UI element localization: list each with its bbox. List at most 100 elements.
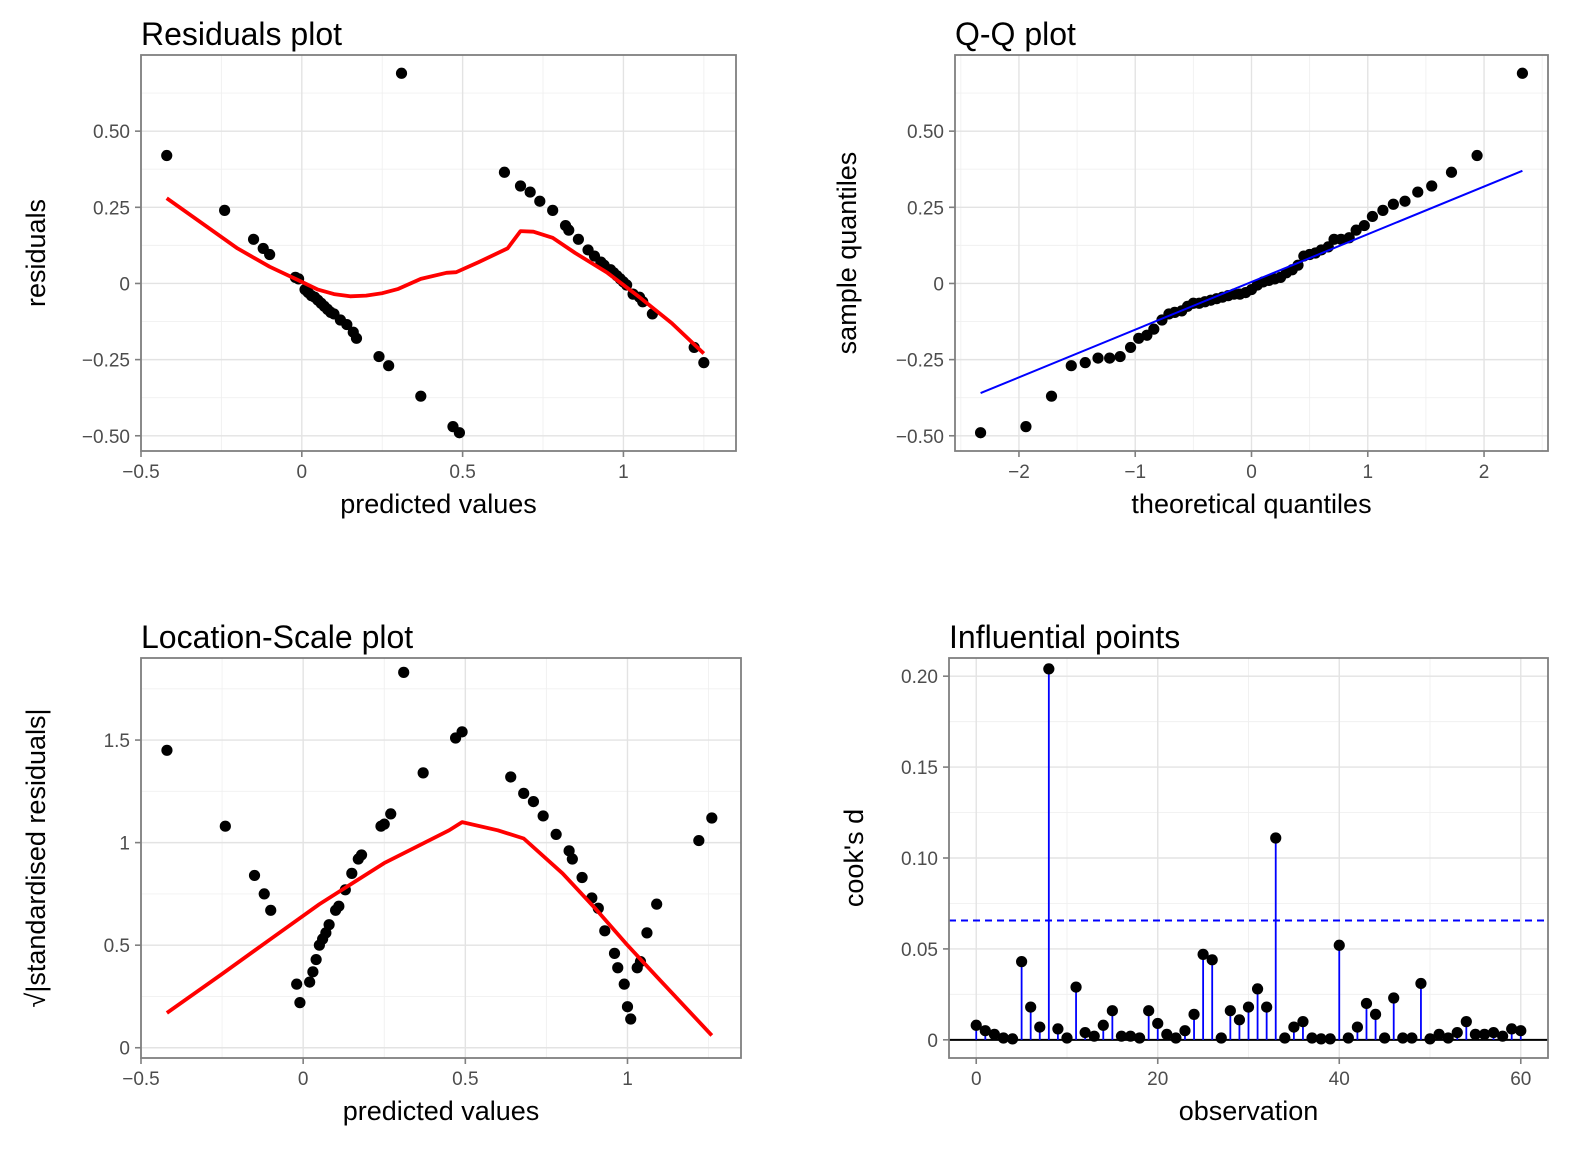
influence-point: [1497, 1030, 1509, 1042]
residuals-plot-background: [141, 55, 736, 451]
qq-point: [1045, 390, 1058, 402]
influence-point: [1460, 1016, 1472, 1028]
influence-point: [1469, 1028, 1481, 1040]
qq-point: [1366, 210, 1379, 223]
residuals-point: [524, 186, 536, 198]
influence-point: [1179, 1025, 1191, 1037]
influence-point: [1315, 1033, 1327, 1045]
influence-x-tick-label: 0: [971, 1069, 982, 1090]
influence-y-tick-label: 0.10: [901, 849, 938, 870]
influence-point: [1224, 1005, 1236, 1017]
residuals-y-axis-title: residuals: [21, 199, 51, 307]
location-scale-x-axis-title: predicted values: [343, 1096, 540, 1126]
influence-point: [1070, 981, 1082, 993]
location-scale-y-tick-label: 0: [119, 1039, 130, 1060]
residuals-point: [341, 318, 353, 331]
location-scale-point: [248, 869, 261, 882]
influence-point: [1397, 1032, 1409, 1044]
location-scale-point: [304, 976, 316, 988]
qq-point: [1124, 341, 1137, 354]
residuals-point: [350, 332, 363, 344]
residuals-plot-title: Residuals plot: [141, 16, 342, 52]
location-scale-point: [265, 904, 277, 916]
residuals-y-tick-label: −0.25: [82, 351, 130, 372]
location-scale-point: [398, 666, 410, 678]
influence-point: [988, 1028, 1000, 1040]
qq-reference-line: [980, 169, 1523, 395]
qq-y-tick-label: 0.25: [907, 198, 944, 219]
location-scale-point: [258, 888, 270, 900]
influence-point: [1306, 1032, 1318, 1044]
influence-y-axis-title: cook's d: [839, 809, 869, 907]
residuals-point: [514, 180, 527, 192]
qq-point: [1426, 180, 1438, 192]
influence-point: [1342, 1032, 1354, 1044]
influence-point: [1506, 1023, 1518, 1035]
location-scale-point: [310, 953, 322, 966]
qq-plot-area: [974, 67, 1529, 439]
qq-point: [1148, 323, 1160, 335]
qq-y-axis-title: sample quantiles: [832, 152, 862, 355]
location-scale-point: [608, 947, 621, 959]
influence-x-tick-label: 20: [1147, 1069, 1168, 1090]
influence-point: [1106, 1005, 1118, 1017]
residuals-y-tick-label: 0: [119, 274, 130, 295]
residuals-point: [453, 427, 466, 439]
influence-point: [1451, 1026, 1463, 1039]
location-scale-point: [294, 997, 306, 1009]
qq-x-axis-title: theoretical quantiles: [1131, 489, 1371, 519]
qq-x-tick-label: 0: [1246, 462, 1257, 483]
influence-point: [1261, 1001, 1273, 1013]
qq-y-tick-label: −0.25: [896, 351, 944, 372]
qq-point: [1104, 352, 1116, 364]
residuals-plot-panel: Residuals plot −0.5 0 0.5 1−0.50−0.2500.250…: [21, 16, 737, 519]
qq-point: [1445, 166, 1458, 178]
influence-point: [1515, 1025, 1527, 1037]
qq-point: [1358, 219, 1370, 232]
location-scale-point: [378, 818, 390, 830]
residuals-panel-border: [140, 54, 737, 452]
qq-plot-title: Q-Q plot: [955, 16, 1076, 52]
influence-point: [997, 1032, 1010, 1044]
qq-y-tick-label: −0.50: [896, 427, 944, 448]
influence-point: [1270, 832, 1282, 844]
location-scale-smooth-line: [165, 820, 714, 1037]
qq-x-tick-label: 1: [1362, 462, 1373, 483]
location-scale-point: [161, 744, 173, 756]
influence-point: [970, 1019, 982, 1031]
residuals-smooth-line: [165, 196, 706, 355]
influence-y-tick-label: 0.15: [901, 758, 938, 779]
qq-point: [1387, 198, 1399, 210]
qq-point: [974, 427, 987, 439]
qq-point: [1020, 421, 1032, 433]
location-scale-x-tick-label: 1: [622, 1069, 633, 1090]
influence-plot-area: [949, 663, 1548, 1045]
location-scale-point: [693, 834, 705, 847]
influence-point: [1152, 1017, 1164, 1030]
influence-point: [1133, 1032, 1146, 1044]
residuals-x-axis-title: predicted values: [340, 489, 537, 519]
location-scale-point: [355, 849, 368, 861]
location-scale-point: [505, 771, 517, 783]
influence-point: [1478, 1028, 1491, 1040]
influence-point: [1016, 956, 1028, 968]
influence-point: [1197, 948, 1209, 960]
influence-y-tick-label: 0.20: [901, 667, 938, 688]
influence-point: [1379, 1032, 1391, 1044]
location-scale-point: [219, 820, 231, 832]
location-scale-point: [706, 812, 718, 824]
location-scale-point: [323, 919, 335, 931]
location-scale-y-tick-label: 1.5: [104, 731, 130, 752]
location-scale-point: [291, 978, 303, 990]
influence-point: [1351, 1021, 1364, 1033]
location-scale-point: [346, 867, 358, 879]
qq-y-tick-label: 0.50: [907, 122, 944, 143]
influence-point: [1079, 1026, 1091, 1039]
location-scale-point: [625, 1013, 637, 1025]
influence-point: [1143, 1005, 1155, 1017]
qq-x-tick-label: −1: [1124, 462, 1146, 483]
residuals-point: [547, 204, 559, 216]
location-scale-y-tick-label: 0.5: [104, 936, 130, 957]
location-scale-point: [333, 900, 345, 912]
influence-point: [1188, 1008, 1200, 1020]
